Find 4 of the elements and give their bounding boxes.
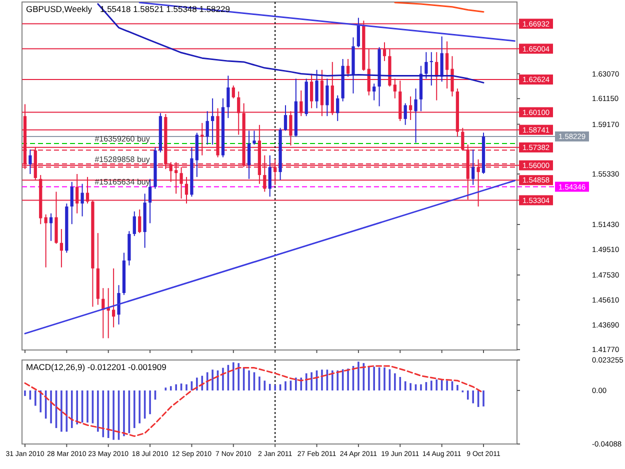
annotation: #16359260 buy — [94, 134, 150, 144]
chart-title: MACD(12,26,9) -0.012201 -0.001909 — [26, 362, 167, 372]
annotation: #15289858 buy — [94, 154, 150, 164]
chart-title: GBPUSD,Weekly — [26, 4, 93, 14]
